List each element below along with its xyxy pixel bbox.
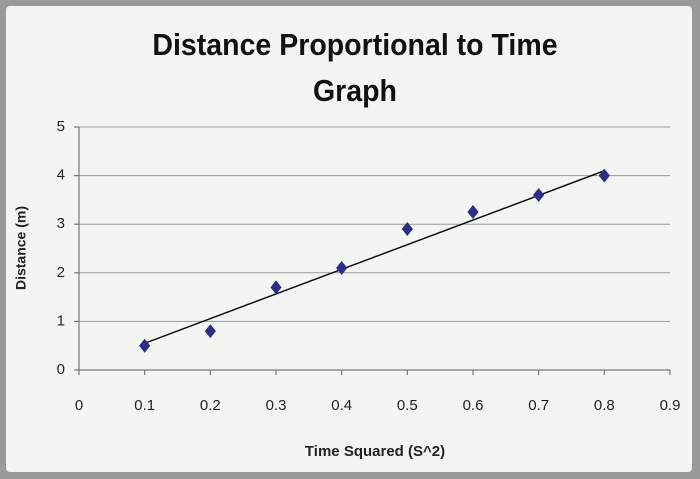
- x-tick-label: 0.6: [463, 397, 484, 414]
- x-tick-label: 0.8: [594, 397, 615, 414]
- chart-title: Distance Proportional to Time Graph: [152, 27, 558, 108]
- y-tick-label: 0: [57, 361, 65, 378]
- x-tick-label: 0.3: [266, 397, 287, 414]
- data-point: [401, 222, 413, 237]
- x-axis-label: Time Squared (S^2): [305, 443, 445, 460]
- y-axis-label: Distance (m): [13, 206, 29, 290]
- x-tick-label: 0: [75, 397, 83, 414]
- x-tick-label: 0.5: [397, 397, 418, 414]
- data-point: [467, 205, 479, 220]
- y-tick-label: 5: [57, 118, 65, 135]
- data-point: [533, 188, 545, 203]
- x-tick-label: 0.4: [331, 397, 352, 414]
- y-tick-label: 3: [57, 215, 65, 232]
- data-point: [336, 260, 348, 275]
- y-tick-label: 1: [57, 312, 65, 329]
- chart-frame: [6, 6, 692, 472]
- x-tick-label: 0.2: [200, 397, 221, 414]
- y-tick-label: 2: [57, 264, 65, 281]
- trendline: [144, 170, 605, 344]
- y-tick-label: 4: [57, 167, 65, 184]
- data-point: [598, 168, 610, 183]
- data-point: [139, 338, 151, 353]
- data-point: [204, 324, 216, 339]
- x-tick-label: 0.1: [134, 397, 155, 414]
- data-point: [270, 280, 282, 295]
- x-tick-label: 0.9: [660, 397, 681, 414]
- x-tick-label: 0.7: [528, 397, 549, 414]
